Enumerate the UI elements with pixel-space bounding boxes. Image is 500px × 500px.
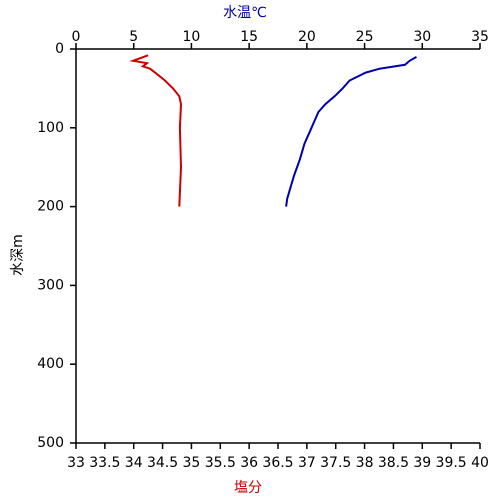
y-tick-label: 100 (37, 120, 64, 136)
top-tick-label: 10 (183, 29, 201, 45)
bottom-tick-label: 36.5 (262, 455, 293, 471)
bottom-tick-label: 37.5 (320, 455, 351, 471)
bottom-tick-label: 33.5 (89, 455, 120, 471)
bottom-tick-label: 36 (240, 455, 258, 471)
y-tick-label: 500 (37, 435, 64, 451)
bottom-tick-label: 35.5 (205, 455, 236, 471)
top-tick-label: 15 (240, 29, 258, 45)
y-axis-label: 水深m (10, 234, 26, 276)
y-tick-label: 200 (37, 199, 64, 215)
bottom-tick-label: 37 (298, 455, 316, 471)
top-tick-label: 35 (471, 29, 489, 45)
top-axis-label: 水温℃ (223, 5, 267, 21)
top-tick-label: 0 (72, 29, 81, 45)
bottom-tick-label: 38.5 (378, 455, 409, 471)
top-tick-label: 25 (356, 29, 374, 45)
bottom-tick-label: 34.5 (147, 455, 178, 471)
bottom-tick-label: 35 (183, 455, 201, 471)
profile-line (129, 54, 183, 207)
y-tick-label: 400 (37, 356, 64, 372)
bottom-axis-label: 塩分 (234, 480, 262, 496)
bottom-tick-label: 34 (125, 455, 143, 471)
bottom-tick-label: 33 (67, 455, 85, 471)
top-tick-label: 30 (413, 29, 431, 45)
bottom-tick-label: 39.5 (436, 455, 467, 471)
top-tick-label: 20 (298, 29, 316, 45)
bottom-tick-label: 39 (413, 455, 431, 471)
bottom-tick-label: 38 (356, 455, 374, 471)
top-tick-label: 5 (129, 29, 138, 45)
profile-line (285, 56, 417, 207)
y-tick-label: 300 (37, 277, 64, 293)
y-tick-label: 0 (55, 41, 64, 57)
bottom-tick-label: 40 (471, 455, 489, 471)
